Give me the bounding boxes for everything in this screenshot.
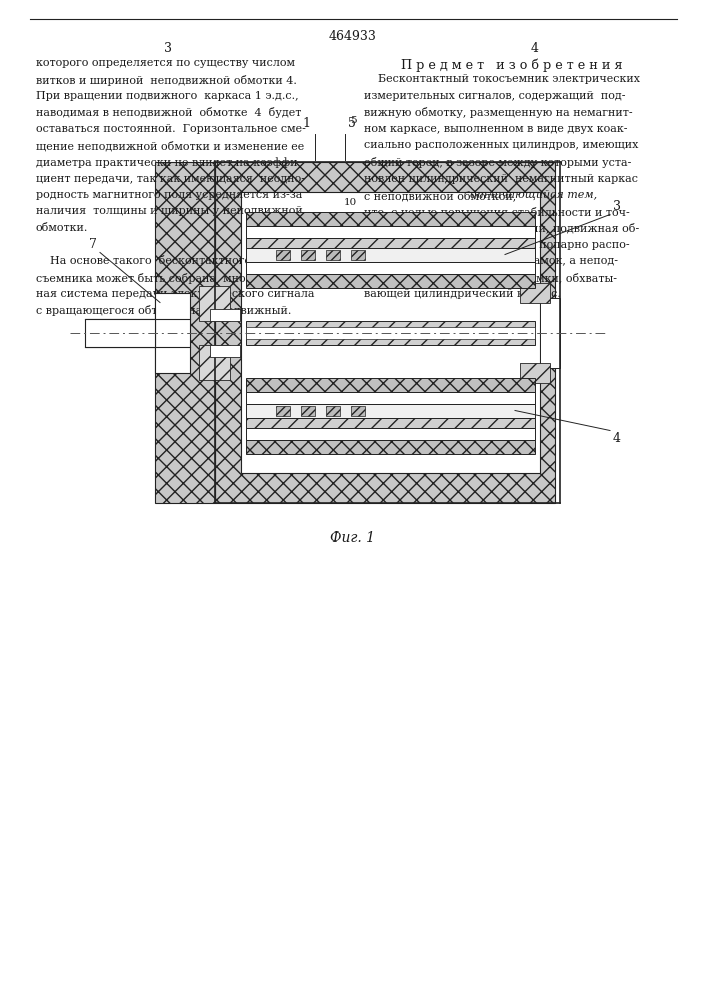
Text: вижную обмотку, размещенную на немагнит-: вижную обмотку, размещенную на немагнит-	[364, 107, 633, 118]
Text: ности коэффициента передачи, подвижная об-: ности коэффициента передачи, подвижная о…	[364, 223, 639, 234]
Text: что, с целью повышения стабильности и точ-: что, с целью повышения стабильности и то…	[364, 207, 630, 217]
Bar	[540, 298, 560, 367]
Text: наводимая в неподвижной  обмотке  4  будет: наводимая в неподвижной обмотке 4 будет	[36, 107, 301, 118]
Text: которого определяется по существу числом: которого определяется по существу числом	[36, 58, 295, 68]
Bar	[85, 318, 155, 347]
Bar	[326, 406, 340, 416]
Text: При вращении подвижного  каркаса 1 э.д.с.,: При вращении подвижного каркаса 1 э.д.с.…	[36, 91, 298, 101]
Text: мотка выполнена в виде двух попарно распо-: мотка выполнена в виде двух попарно расп…	[364, 239, 630, 249]
Text: отличающийся тем,: отличающийся тем,	[470, 190, 597, 200]
Text: 10: 10	[344, 198, 357, 207]
Text: с вращающегося объекта на неподвижный.: с вращающегося объекта на неподвижный.	[36, 306, 291, 316]
Text: с неподвижной обмоткой,: с неподвижной обмоткой,	[364, 190, 520, 201]
Bar	[246, 212, 535, 226]
Text: ложенных друг над другом рамок, а непод-: ложенных друг над другом рамок, а непод-	[364, 256, 618, 266]
Bar	[210, 344, 240, 357]
Text: диаметра практически не влияет на коэффи-: диаметра практически не влияет на коэффи…	[36, 157, 301, 168]
Text: На основе такого  бесконтактного токо-: На основе такого бесконтактного токо-	[36, 256, 285, 266]
Text: родность магнитного поля усредняется из-за: родность магнитного поля усредняется из-…	[36, 190, 303, 200]
Bar	[246, 247, 535, 261]
Bar	[246, 403, 535, 418]
Text: 3: 3	[164, 42, 172, 55]
Bar	[246, 418, 535, 428]
Bar	[326, 249, 340, 259]
Bar	[246, 440, 535, 454]
Text: вижная обмотка — в виде  рамки, обхваты-: вижная обмотка — в виде рамки, обхваты-	[364, 272, 617, 284]
Bar	[155, 292, 190, 372]
Text: вающей цилиндрический каркас.: вающей цилиндрический каркас.	[364, 289, 561, 299]
Bar	[246, 226, 535, 237]
Bar	[351, 249, 365, 259]
Text: оставаться постоянной.  Горизонтальное сме-: оставаться постоянной. Горизонтальное см…	[36, 124, 306, 134]
Text: Фиг. 1: Фиг. 1	[330, 531, 375, 545]
Text: сиально расположенных цилиндров, имеющих: сиально расположенных цилиндров, имеющих	[364, 140, 638, 150]
Text: съемника может быть собрана  многоканаль-: съемника может быть собрана многоканаль-	[36, 272, 303, 284]
Bar	[301, 406, 315, 416]
Bar	[246, 261, 535, 273]
Bar	[351, 406, 365, 416]
Bar	[199, 344, 230, 379]
Text: 4: 4	[613, 432, 621, 446]
Bar	[155, 162, 215, 503]
Bar	[520, 282, 550, 302]
Bar	[276, 406, 290, 416]
Text: ном каркасе, выполненном в виде двух коак-: ном каркасе, выполненном в виде двух коа…	[364, 124, 628, 134]
Bar	[215, 162, 555, 503]
Bar	[520, 362, 550, 382]
Text: наличия  толщины и ширины у неподвижной: наличия толщины и ширины у неподвижной	[36, 207, 303, 217]
Text: витков и шириной  неподвижной обмотки 4.: витков и шириной неподвижной обмотки 4.	[36, 75, 297, 86]
Bar	[246, 377, 535, 391]
Bar	[276, 249, 290, 259]
Text: 4: 4	[531, 42, 539, 55]
Text: общий торец, в зазоре между которыми уста-: общий торец, в зазоре между которыми уст…	[364, 157, 631, 168]
Bar	[246, 320, 535, 344]
Text: циент передачи, так как имеющаяся  неодно-: циент передачи, так как имеющаяся неодно…	[36, 174, 305, 184]
Bar	[246, 428, 535, 440]
Text: щение неподвижной обмотки и изменение ее: щение неподвижной обмотки и изменение ее	[36, 140, 304, 151]
Text: 4: 4	[302, 426, 310, 438]
Text: 5: 5	[351, 116, 357, 125]
Text: 3: 3	[613, 200, 621, 213]
Text: ная система передачи электрического сигнала: ная система передачи электрического сигн…	[36, 289, 315, 299]
Text: 464933: 464933	[329, 30, 377, 43]
Text: 7: 7	[89, 237, 97, 250]
Bar	[246, 326, 535, 338]
Text: 5: 5	[348, 117, 356, 130]
Text: Бесконтактный токосъемник электрических: Бесконтактный токосъемник электрических	[364, 75, 640, 85]
Text: новлен цилиндрический  немагнитный каркас: новлен цилиндрический немагнитный каркас	[364, 174, 638, 184]
Text: П р е д м е т   и з о б р е т е н и я: П р е д м е т и з о б р е т е н и я	[402, 58, 623, 72]
Text: 1: 1	[302, 117, 310, 130]
Text: 15: 15	[344, 281, 357, 290]
Bar	[210, 308, 240, 320]
Bar	[199, 286, 230, 320]
Bar	[241, 192, 540, 473]
Bar	[246, 237, 535, 247]
Text: измерительных сигналов, содержащий  под-: измерительных сигналов, содержащий под-	[364, 91, 626, 101]
Bar	[246, 273, 535, 288]
Bar	[301, 249, 315, 259]
Text: обмотки.: обмотки.	[36, 223, 88, 233]
Bar	[246, 391, 535, 403]
